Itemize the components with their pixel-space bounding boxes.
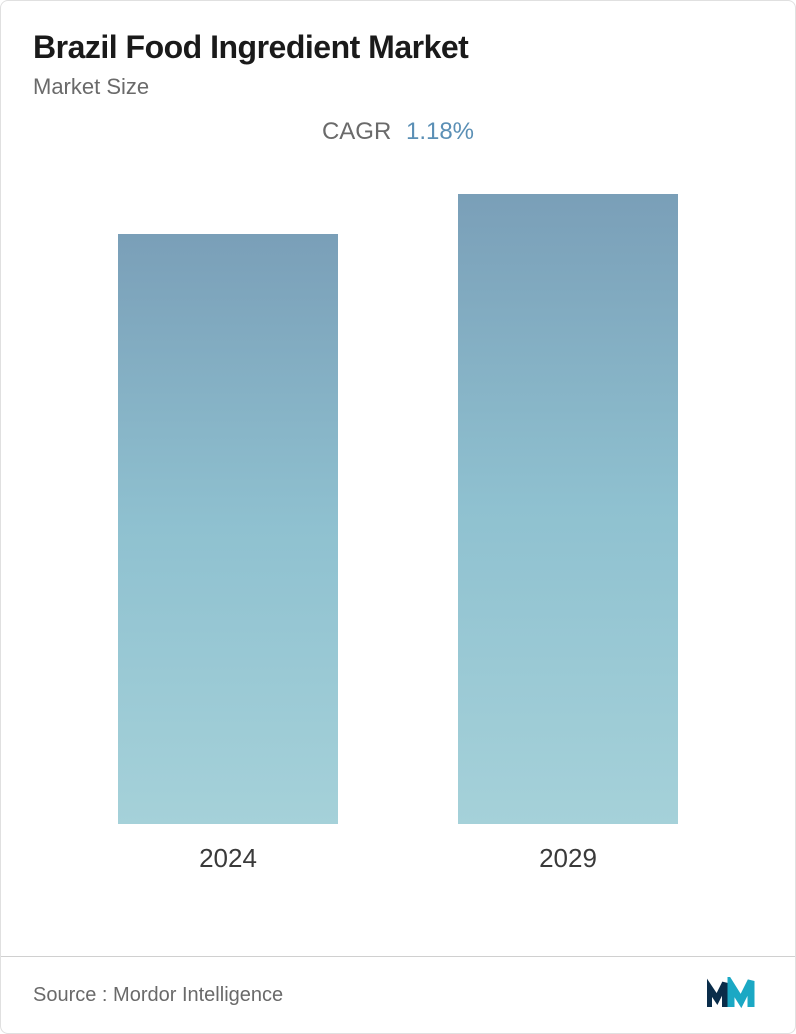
cagr-row: CAGR 1.18% <box>33 118 763 146</box>
bar-2029 <box>458 194 678 824</box>
category-labels: 2024 2029 <box>1 843 795 874</box>
bars-container <box>1 174 795 824</box>
chart-subtitle: Market Size <box>33 74 763 100</box>
cagr-label: CAGR <box>322 118 391 145</box>
mordor-logo-icon <box>707 977 763 1013</box>
chart-footer: Source : Mordor Intelligence <box>1 956 795 1033</box>
bar-group-0 <box>118 234 338 824</box>
chart-header: Brazil Food Ingredient Market Market Siz… <box>1 1 795 154</box>
cagr-value: 1.18% <box>406 118 474 145</box>
bar-group-1 <box>458 194 678 824</box>
chart-title: Brazil Food Ingredient Market <box>33 29 763 66</box>
category-label-0: 2024 <box>118 843 338 874</box>
category-label-1: 2029 <box>458 843 678 874</box>
bar-2024 <box>118 234 338 824</box>
chart-area: 2024 2029 <box>1 174 795 894</box>
source-text: Source : Mordor Intelligence <box>33 984 283 1007</box>
